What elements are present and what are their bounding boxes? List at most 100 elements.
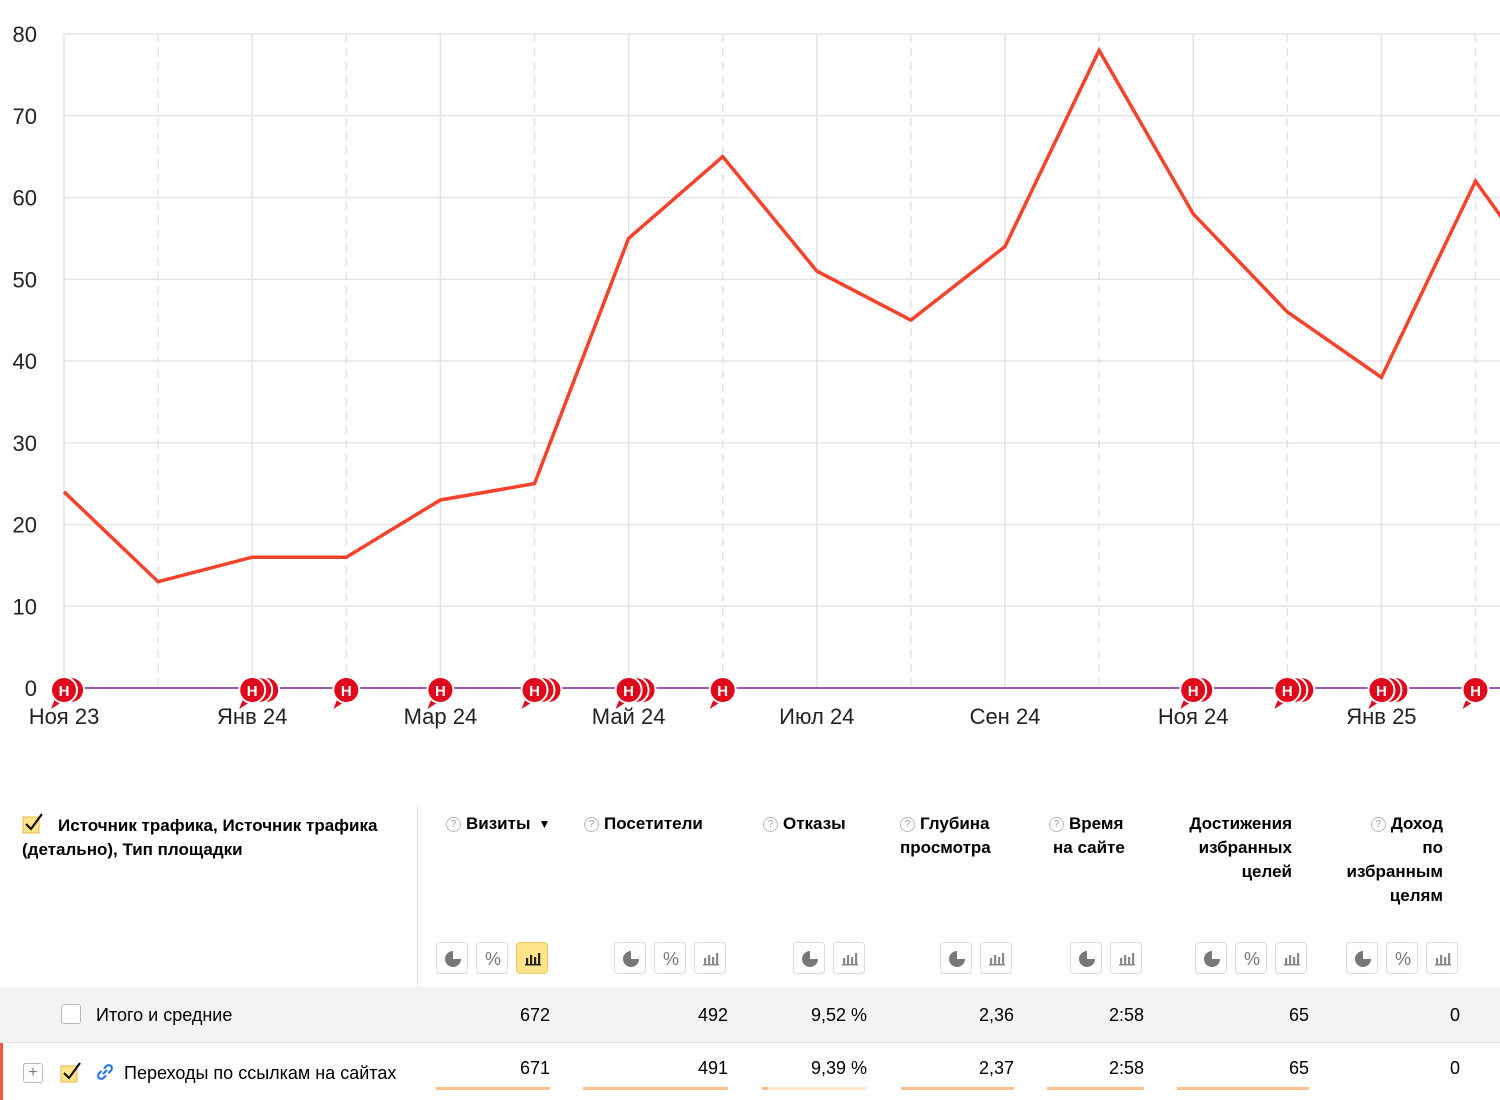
share-bar-track [901, 1087, 1014, 1090]
table-row[interactable]: + Переходы по ссылкам на сайтах 671 491 … [0, 1043, 1500, 1100]
share-bar-track [583, 1087, 728, 1090]
bar-chart-icon [989, 953, 1005, 966]
pie-chart-button[interactable] [793, 942, 825, 974]
cell-revenue: 0 [1449, 1058, 1460, 1078]
bar-chart-icon [842, 953, 858, 966]
dimension-header[interactable]: Источник трафика, Источник трафика (дета… [22, 812, 412, 862]
cell-bounces: 9,39 % [810, 1058, 867, 1078]
y-tick-label: 70 [13, 104, 37, 129]
svg-text:%: % [1244, 949, 1260, 969]
percent-button[interactable]: % [1386, 942, 1418, 974]
column-label: Посетители [604, 814, 703, 833]
column-header-time[interactable]: ? Время на сайте [1049, 812, 1125, 860]
bar-chart-button[interactable] [516, 942, 548, 974]
pie-chart-button[interactable] [436, 942, 468, 974]
column-label-line: на сайте [1053, 838, 1125, 857]
y-tick-label: 60 [13, 186, 37, 211]
annotation-circle [426, 676, 455, 704]
cell-visitors: 492 [697, 1005, 728, 1025]
table-row-total[interactable]: Итого и средние 672 492 9,52 % 2,36 2:58… [0, 987, 1500, 1043]
pie-chart-button[interactable] [1346, 942, 1378, 974]
expand-row-button[interactable]: + [23, 1063, 43, 1083]
annotation-marker[interactable]: Н [332, 676, 361, 709]
y-tick-label: 10 [13, 594, 37, 619]
help-icon[interactable]: ? [1370, 817, 1386, 832]
annotation-marker[interactable]: Н [1461, 676, 1490, 709]
pie-chart-button[interactable] [614, 942, 646, 974]
pie-chart-button[interactable] [940, 942, 972, 974]
annotation-letter: Н [1282, 683, 1293, 700]
bar-chart-button[interactable] [1110, 942, 1142, 974]
annotation-marker[interactable]: Н [1179, 676, 1215, 709]
annotation-marker[interactable]: Н [708, 676, 737, 709]
share-bar-track [1177, 1087, 1309, 1090]
column-header-revenue[interactable]: ? Доход по избранным целям [1330, 812, 1443, 908]
column-label: Отказы [783, 814, 846, 833]
column-header-depth[interactable]: ? Глубина просмотра [900, 812, 991, 860]
yellow-checkmark-icon[interactable] [22, 812, 44, 834]
percent-icon: % [663, 949, 679, 969]
x-tick-label: Май 24 [592, 704, 666, 729]
annotation-marker[interactable]: Н [1273, 676, 1316, 709]
cell-goals: 65 [1288, 1058, 1309, 1078]
bar-chart-button[interactable] [833, 942, 865, 974]
y-tick-label: 20 [13, 513, 37, 538]
annotation-letter: Н [1376, 683, 1387, 700]
cell-depth: 2,37 [978, 1058, 1014, 1078]
series-line [62, 46, 1500, 584]
cell-depth: 2,36 [978, 1005, 1014, 1025]
x-tick-label: Сен 24 [970, 704, 1041, 729]
annotation-marker[interactable]: Н [50, 676, 85, 709]
column-header-visitors[interactable]: ? Посетители [584, 812, 703, 836]
pie-chart-icon [1355, 951, 1371, 967]
column-header-bounces[interactable]: ? Отказы [763, 812, 846, 836]
annotation-marker[interactable]: Н [426, 676, 455, 709]
pie-chart-button[interactable] [1070, 942, 1102, 974]
bar-chart-button[interactable] [694, 942, 726, 974]
help-icon[interactable]: ? [900, 817, 915, 832]
percent-button[interactable]: % [1235, 942, 1267, 974]
share-bar-fill [901, 1087, 1014, 1090]
pie-chart-icon [1079, 951, 1095, 967]
bar-chart-button[interactable] [1275, 942, 1307, 974]
percent-button[interactable]: % [476, 942, 508, 974]
pie-chart-icon [802, 951, 818, 967]
pie-chart-button[interactable] [1195, 942, 1227, 974]
annotation-marker[interactable]: Н [614, 676, 657, 709]
column-header-visits[interactable]: ? Визиты ▼ [446, 812, 550, 836]
sort-desc-icon[interactable]: ▼ [538, 817, 551, 831]
pie-chart-icon [623, 951, 639, 967]
help-icon[interactable]: ? [1049, 817, 1064, 832]
total-row-checkbox[interactable] [61, 1004, 81, 1024]
percent-button[interactable]: % [654, 942, 686, 974]
bar-chart-button[interactable] [1426, 942, 1458, 974]
annotation-marker[interactable]: Н [238, 676, 281, 709]
dimension-header-text: Источник трафика, Источник трафика (дета… [22, 816, 378, 859]
share-bar-fill [436, 1087, 550, 1090]
column-header-goals[interactable]: Достижения избранных целей [1160, 812, 1292, 884]
bar-chart-button[interactable] [980, 942, 1012, 974]
help-icon[interactable]: ? [763, 817, 778, 832]
column-label-line: целям [1389, 886, 1443, 905]
row-color-marker [0, 1043, 3, 1100]
annotation-marker[interactable]: Н [1367, 676, 1410, 709]
y-tick-label: 30 [13, 431, 37, 456]
percent-icon: % [1244, 949, 1260, 969]
annotation-letter: Н [623, 683, 634, 700]
annotation-letter: Н [1470, 683, 1481, 700]
help-icon[interactable]: ? [584, 817, 599, 832]
cell-time: 2:58 [1108, 1005, 1144, 1025]
bar-chart-icon [1284, 953, 1300, 966]
annotation-marker[interactable]: Н [520, 676, 563, 709]
x-axis: Ноя 23 Янв 24 Мар 24 Май 24 Июл 24 Сен 24 Ноя … [29, 704, 1417, 729]
annotation-letter: Н [1188, 683, 1199, 700]
help-icon[interactable]: ? [446, 817, 461, 832]
pie-chart-icon [445, 951, 461, 967]
row-checkbox-checked[interactable] [60, 1061, 82, 1083]
bar-chart-icon [703, 953, 719, 966]
column-label-line: Глубина [920, 814, 990, 833]
share-bar-fill [583, 1087, 728, 1090]
pie-chart-icon [1204, 951, 1220, 967]
bar-chart-icon [1435, 953, 1451, 966]
